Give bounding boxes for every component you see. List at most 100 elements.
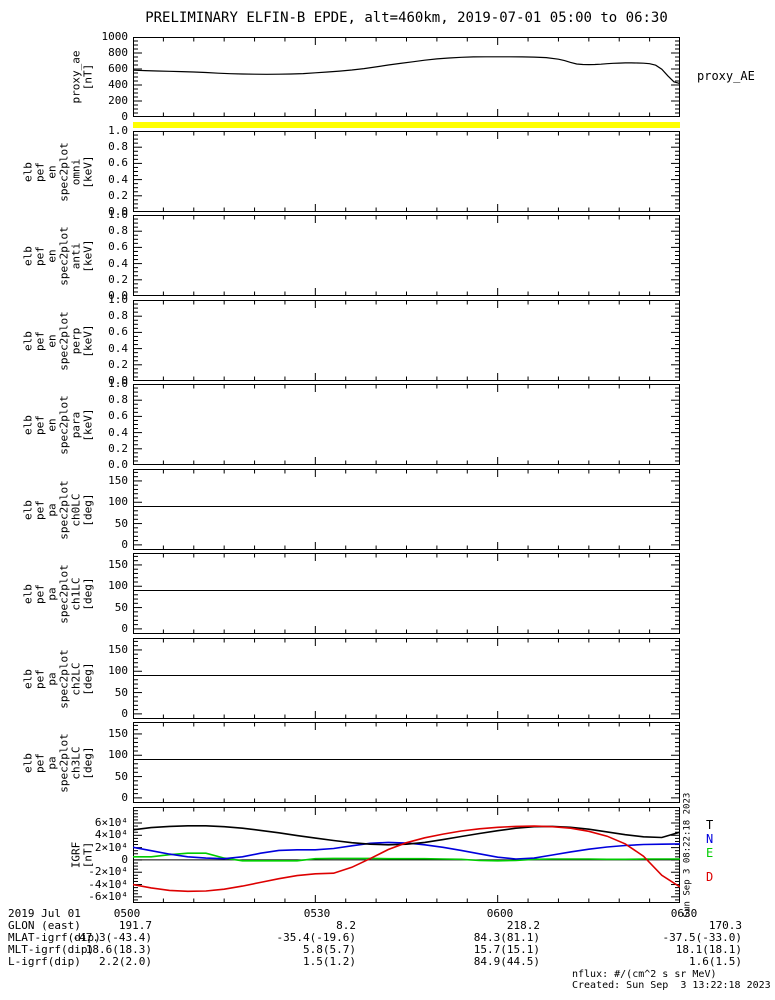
y-tick-label: 0.0 xyxy=(108,374,128,387)
time-tick-label: 0530 xyxy=(303,907,331,920)
panel-en-anti xyxy=(133,215,680,296)
axis-label-line: [deg] xyxy=(81,745,95,780)
footer-value: 8.2 xyxy=(336,919,356,932)
y-tick-label: -6×10⁴ xyxy=(88,889,128,903)
y-tick-label: 0.0 xyxy=(108,289,128,302)
y-tick-label: 0.2 xyxy=(108,357,128,371)
axis-label-line: spec2plot xyxy=(57,394,71,455)
plot-side-timestamp: Sun Sep 3 08:22:18 2023 xyxy=(682,792,693,918)
panel-pa-ch2LC xyxy=(133,638,680,719)
y-tick-label: 0.4 xyxy=(108,425,128,439)
legend-E: E xyxy=(706,846,714,860)
axis-label-line: para xyxy=(69,411,83,438)
axis-label-line: [keV] xyxy=(81,407,95,442)
axis-label-line: pa xyxy=(45,671,59,686)
y-tick-label: 2×10⁴ xyxy=(94,840,128,854)
y-tick-label: 0.6 xyxy=(108,156,128,170)
y-tick-label: 200 xyxy=(108,94,128,107)
y-tick-label: 0.8 xyxy=(108,393,128,407)
axis-label-line: elb xyxy=(21,245,35,266)
axis-label-line: spec2plot xyxy=(57,479,71,540)
axis-label-line: spec2plot xyxy=(57,563,71,624)
axis-label-line: pa xyxy=(45,755,59,770)
y-tick-label: -4×10⁴ xyxy=(88,877,128,891)
legend-T: T xyxy=(706,818,714,832)
panel-pa-ch0LC xyxy=(133,469,680,550)
footer-value: 170.3 xyxy=(708,919,742,932)
axis-label-line: en xyxy=(45,164,59,179)
y-tick-label: 150 xyxy=(108,557,128,571)
footer-value: 218.2 xyxy=(506,919,540,932)
y-tick-label: 0.8 xyxy=(108,224,128,238)
axis-label-line: spec2plot xyxy=(57,141,71,202)
y-tick-label: 4×10⁴ xyxy=(94,828,128,842)
y-tick-label: 0.6 xyxy=(108,240,128,254)
y-tick-label: 0 xyxy=(121,110,128,123)
footer-value: 84.3(81.1) xyxy=(473,931,540,944)
y-tick-label: 0.8 xyxy=(108,140,128,154)
axis-label-line: elb xyxy=(21,330,35,351)
footer-value: 18.1(18.1) xyxy=(675,943,742,956)
axis-label-line: pef xyxy=(33,499,47,520)
axis-label-line: [keV] xyxy=(81,238,95,273)
y-tick-label: 150 xyxy=(108,726,128,740)
nflux-units-note: nflux: #/(cm^2 s sr MeV) xyxy=(572,969,717,980)
created-timestamp: Created: Sun Sep 3 13:22:18 2023 xyxy=(572,980,771,991)
axis-label-line: pef xyxy=(33,583,47,604)
footer-row-label: 2019 Jul 01 xyxy=(8,907,81,920)
y-tick-label: -2×10⁴ xyxy=(88,865,128,879)
y-tick-label: 0.6 xyxy=(108,325,128,339)
axis-label-line: spec2plot xyxy=(57,310,71,371)
y-tick-label: 0.6 xyxy=(108,409,128,423)
axis-label-line: en xyxy=(45,248,59,263)
axis-label-line: [deg] xyxy=(81,576,95,611)
axis-label-line: ch3LC xyxy=(69,745,83,780)
y-tick-label: 50 xyxy=(114,600,128,614)
footer-value: -35.4(-19.6) xyxy=(276,931,356,944)
axis-label-line: spec2plot xyxy=(57,732,71,793)
axis-label-line: en xyxy=(45,417,59,432)
y-tick-label: 150 xyxy=(108,642,128,656)
y-tick-label: 100 xyxy=(108,748,128,762)
y-tick-label: 50 xyxy=(114,516,128,530)
y-tick-label: 0.0 xyxy=(108,458,128,471)
right-axis-label: proxy_AE xyxy=(697,69,755,83)
axis-label-line: spec2plot xyxy=(57,648,71,709)
y-tick-label: 0.0 xyxy=(108,205,128,218)
panel-proxy-ae xyxy=(133,37,680,117)
axis-label-line: [nT] xyxy=(81,63,95,91)
axis-label-line: pa xyxy=(45,586,59,601)
axis-label-line: pef xyxy=(33,414,47,435)
panel-en-perp xyxy=(133,300,680,381)
axis-label-line: [keV] xyxy=(81,323,95,358)
axis-label-line: elb xyxy=(21,499,35,520)
footer-value: 1.5(1.2) xyxy=(303,955,356,968)
y-tick-label: 1.0 xyxy=(108,124,128,137)
axis-label-line: pef xyxy=(33,668,47,689)
time-tick-label: 0630 xyxy=(670,907,698,920)
y-tick-label: 0 xyxy=(121,790,128,804)
series-D xyxy=(133,825,680,893)
y-tick-label: 1.0 xyxy=(108,377,128,390)
y-tick-label: 1.0 xyxy=(108,293,128,306)
footer-value: 1.6(1.5) xyxy=(689,955,742,968)
panel-en-para xyxy=(133,384,680,465)
y-tick-label: 0.4 xyxy=(108,256,128,270)
footer-value: 18.6(18.3) xyxy=(85,943,152,956)
y-tick-label: 0.4 xyxy=(108,172,128,186)
footer-row-label: GLON (east) xyxy=(8,919,81,932)
axis-label-line: ch1LC xyxy=(69,576,83,611)
axis-label-line: anti xyxy=(69,242,83,269)
footer-value: -47.3(-43.4) xyxy=(72,931,152,944)
axis-label-line: [deg] xyxy=(81,661,95,696)
footer-value: 15.7(15.1) xyxy=(473,943,540,956)
time-tick-label: 0600 xyxy=(486,907,514,920)
axis-label-line: omni xyxy=(69,158,83,185)
footer-value: 84.9(44.5) xyxy=(473,955,540,968)
panel-flag-strip xyxy=(133,122,680,128)
axis-label-line: spec2plot xyxy=(57,225,71,286)
footer-value: -37.5(-33.0) xyxy=(662,931,742,944)
axis-label-line: en xyxy=(45,333,59,348)
y-tick-label: 0.4 xyxy=(108,341,128,355)
